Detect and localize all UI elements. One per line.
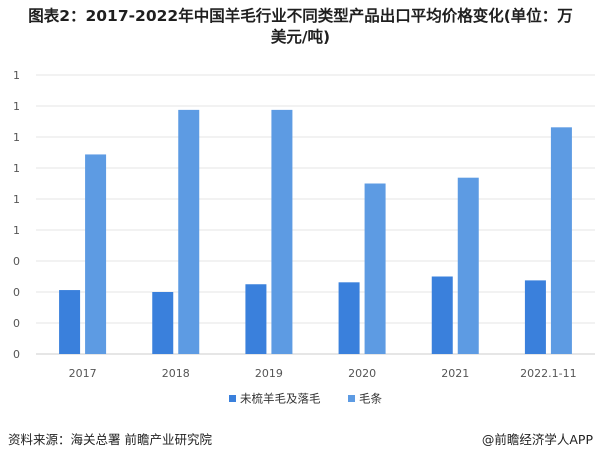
bar-series-2 <box>364 183 386 354</box>
y-tick-label: 1 <box>13 224 20 237</box>
bar-series-1 <box>245 284 267 354</box>
x-tick-label: 2021 <box>441 367 469 380</box>
gridlines <box>36 74 595 355</box>
bar-series-1 <box>431 276 453 354</box>
x-tick-label: 2017 <box>69 367 97 380</box>
x-axis-ticks: 2017 2018 2019 2020 2021 2022.1-11 <box>69 367 577 380</box>
y-tick-label: 1 <box>13 162 20 175</box>
y-tick-label: 0 <box>13 348 20 361</box>
bar-series-2 <box>271 109 293 354</box>
source-note: 资料来源：海关总署 前瞻产业研究院 <box>8 432 212 447</box>
legend-label-series-1: 未梳羊毛及落毛 <box>240 392 321 406</box>
y-tick-label: 1 <box>13 100 20 113</box>
bar-series-1 <box>524 280 546 354</box>
legend-swatch-series-1 <box>229 395 236 402</box>
bar-series-2 <box>550 127 572 354</box>
chart-title: 图表2：2017-2022年中国羊毛行业不同类型产品出口平均价格变化(单位：万 … <box>8 6 593 48</box>
y-axis-ticks: 0 0 0 0 1 1 1 1 1 1 <box>13 69 20 361</box>
y-tick-label: 0 <box>13 255 20 268</box>
legend-label-series-2: 毛条 <box>359 392 382 406</box>
legend: 未梳羊毛及落毛 毛条 <box>229 392 382 406</box>
bar-series-1 <box>59 290 81 354</box>
brand-credit: @前瞻经济学人APP <box>481 432 593 447</box>
legend-swatch-series-2 <box>348 395 355 402</box>
bars <box>59 109 572 354</box>
y-tick-label: 0 <box>13 286 20 299</box>
x-tick-label: 2020 <box>348 367 376 380</box>
chart-title-line-1: 图表2：2017-2022年中国羊毛行业不同类型产品出口平均价格变化(单位：万 <box>28 7 573 25</box>
chart-title-line-2: 美元/吨) <box>270 28 331 46</box>
y-tick-label: 0 <box>13 317 20 330</box>
x-tick-label: 2018 <box>162 367 190 380</box>
y-tick-label: 1 <box>13 69 20 82</box>
bar-series-1 <box>338 282 360 354</box>
x-tick-label: 2022.1-11 <box>520 367 576 380</box>
bar-series-2 <box>457 177 479 354</box>
bar-series-2 <box>85 154 107 354</box>
bar-series-2 <box>178 109 200 354</box>
x-tick-label: 2019 <box>255 367 283 380</box>
y-tick-label: 1 <box>13 193 20 206</box>
y-tick-label: 1 <box>13 131 20 144</box>
bar-series-1 <box>152 292 174 354</box>
